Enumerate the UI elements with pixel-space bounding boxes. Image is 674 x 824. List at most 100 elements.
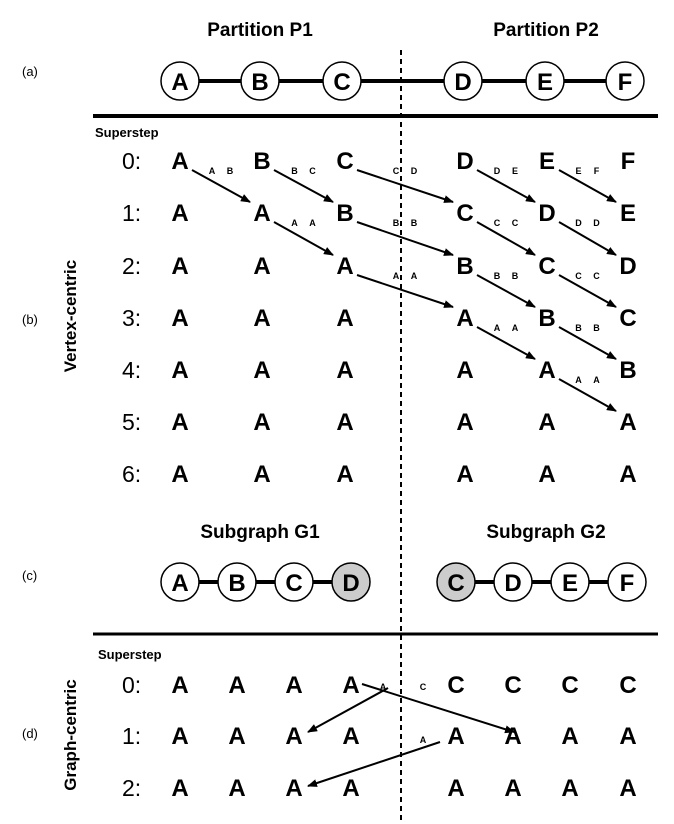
vc-message-label: E: [512, 166, 518, 176]
panel-label-c: (c): [22, 568, 37, 583]
vc-value: E: [620, 200, 636, 227]
gc-step-label: 1:: [122, 723, 141, 749]
vc-message-label: A: [512, 323, 519, 333]
vc-message-label: C: [393, 166, 400, 176]
vc-step-label: 4:: [122, 357, 141, 383]
gc-row-0: 0: A A A A C C C C: [122, 672, 637, 699]
vc-message-label: D: [575, 218, 582, 228]
vc-message-label: A: [309, 218, 316, 228]
gc-value: A: [228, 775, 245, 802]
vc-message-label: A: [494, 323, 501, 333]
vc-value: A: [253, 357, 270, 384]
g2-node-f: F: [607, 562, 647, 602]
vc-message-arrow: [191, 169, 251, 203]
svg-text:E: E: [562, 570, 578, 597]
gc-value: A: [447, 723, 464, 750]
gc-value: A: [171, 672, 188, 699]
vc-message-arrow: [476, 326, 536, 360]
vc-message-arrow: [273, 221, 334, 256]
vertex-centric-label: Vertex-centric: [61, 260, 80, 372]
vc-value: B: [336, 200, 353, 227]
g1-node-c: C: [274, 562, 314, 602]
gc-value: A: [342, 723, 359, 750]
vc-value: C: [538, 253, 555, 280]
vc-message-label: C: [575, 271, 582, 281]
vc-value: A: [171, 253, 188, 280]
gc-row-1: 1: A A A A A A A A: [122, 723, 637, 750]
gc-value: A: [285, 723, 302, 750]
gc-value: A: [447, 775, 464, 802]
vc-message-arrow: [356, 169, 454, 203]
vc-message-arrow: [476, 274, 536, 308]
vc-step-label: 3:: [122, 305, 141, 331]
vc-value: C: [336, 148, 353, 175]
gc-value: A: [228, 672, 245, 699]
vc-message-arrow: [558, 274, 617, 308]
vc-step-label: 2:: [122, 253, 141, 279]
partition-node-d: D: [443, 61, 483, 101]
vc-message-arrows: [191, 169, 617, 412]
vc-value: A: [456, 409, 473, 436]
vc-row-5: 5: A A A A A A: [122, 409, 637, 436]
vc-value: A: [619, 461, 636, 488]
vc-message-label: B: [227, 166, 234, 176]
vc-value: A: [253, 461, 270, 488]
svg-text:A: A: [171, 69, 188, 96]
vc-message-label: D: [494, 166, 501, 176]
gc-value: A: [561, 775, 578, 802]
vc-value: A: [171, 357, 188, 384]
graph-superstep-label: Superstep: [98, 647, 162, 662]
vc-value: A: [619, 409, 636, 436]
g1-node-a: A: [160, 562, 200, 602]
vc-value: A: [171, 409, 188, 436]
panel-label-d: (d): [22, 726, 38, 741]
gc-value: A: [171, 723, 188, 750]
gc-value: A: [228, 723, 245, 750]
vc-row-1: 1: A A B C D E: [122, 200, 636, 227]
vc-message-label: B: [291, 166, 298, 176]
vc-value: A: [336, 357, 353, 384]
gc-value: A: [504, 775, 521, 802]
vc-value: D: [619, 253, 636, 280]
gc-value: A: [285, 775, 302, 802]
vc-message-label: D: [411, 166, 418, 176]
vc-message-label: C: [512, 218, 519, 228]
partition-p2-label: Partition P2: [493, 20, 599, 41]
gc-value: C: [561, 672, 578, 699]
vc-value: D: [538, 200, 555, 227]
svg-text:B: B: [251, 69, 268, 96]
panel-label-b: (b): [22, 312, 38, 327]
gc-message-arrow: [307, 687, 389, 733]
subgraph-g2-label: Subgraph G2: [486, 522, 605, 543]
svg-text:C: C: [447, 570, 464, 597]
partition-node-a: A: [160, 61, 200, 101]
vc-message-label: A: [575, 375, 582, 385]
svg-text:D: D: [454, 69, 471, 96]
partition-node-e: E: [525, 61, 565, 101]
g1-node-b: B: [217, 562, 257, 602]
vc-message-label: C: [494, 218, 501, 228]
gc-value: A: [342, 672, 359, 699]
gc-row-2: 2: A A A A A A A A: [122, 775, 637, 802]
vc-step-label: 6:: [122, 461, 141, 487]
subgraph-g1-label: Subgraph G1: [200, 522, 320, 543]
gc-value: A: [504, 723, 521, 750]
vc-message-arrow: [356, 274, 454, 308]
vc-message-label: B: [575, 323, 582, 333]
vc-value: A: [456, 305, 473, 332]
vc-message-arrow: [476, 221, 536, 256]
partition-node-b: B: [240, 61, 280, 101]
svg-text:D: D: [342, 570, 359, 597]
vc-value: A: [171, 148, 188, 175]
vc-message-label: C: [593, 271, 600, 281]
vc-message-arrow: [476, 169, 536, 203]
vc-value: C: [619, 305, 636, 332]
vc-value: A: [336, 461, 353, 488]
gc-value: C: [619, 672, 636, 699]
svg-text:A: A: [171, 570, 188, 597]
vc-message-label: A: [411, 271, 418, 281]
svg-text:F: F: [618, 69, 633, 96]
partition-p1-label: Partition P1: [207, 20, 313, 41]
svg-text:E: E: [537, 69, 553, 96]
